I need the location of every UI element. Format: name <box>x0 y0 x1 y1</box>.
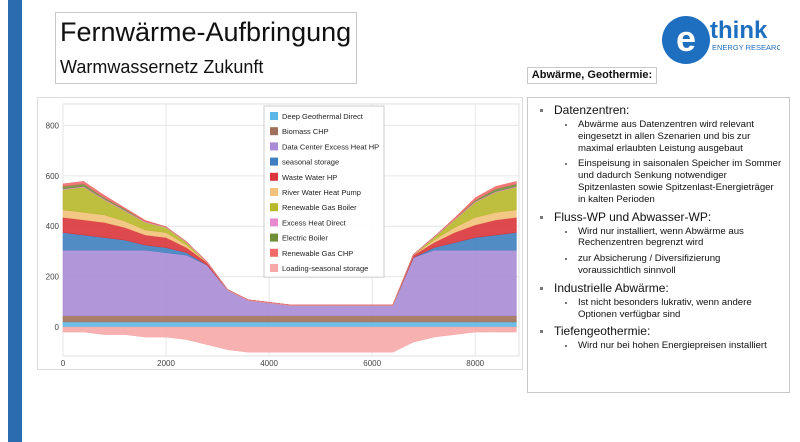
y-tick-label: 800 <box>46 121 60 130</box>
logo-tagline: ENERGY RESEARCH <box>712 43 780 52</box>
bullet-item: Wird nur bei hohen Energiepreisen instal… <box>565 340 783 352</box>
area <box>62 326 517 353</box>
legend-swatch <box>270 112 278 120</box>
legend-swatch <box>270 188 278 196</box>
section-title: Datenzentren: <box>540 103 783 117</box>
legend-label: Data Center Excess Heat HP <box>282 142 379 151</box>
legend-swatch <box>270 172 278 181</box>
x-tick-label: 6000 <box>363 359 381 368</box>
legend-swatch <box>270 157 278 166</box>
area <box>62 181 517 306</box>
x-tick-label: 0 <box>61 359 66 368</box>
legend-label: River Water Heat Pump <box>282 188 361 197</box>
legend-label: Biomass CHP <box>282 127 329 136</box>
bullet-item: Ist nicht besonders lukrativ, wenn ander… <box>565 297 783 321</box>
legend-label: Renewable Gas CHP <box>282 249 353 258</box>
y-tick-label: 0 <box>55 323 60 332</box>
legend-label: Loading-seasonal storage <box>282 264 368 273</box>
y-tick-label: 600 <box>46 172 60 181</box>
bullet-item: Abwärme aus Datenzentren wird relevant e… <box>565 119 783 154</box>
title-box: Fernwärme-Aufbringung Warmwassernetz Zuk… <box>55 12 357 84</box>
legend-label: Electric Boiler <box>282 234 328 243</box>
legend-swatch <box>270 218 278 227</box>
logo: e think ENERGY RESEARCH <box>662 16 780 64</box>
area <box>62 315 517 323</box>
x-tick-label: 2000 <box>157 359 175 368</box>
bullet-item: zur Absicherung / Diversifizierung vorau… <box>565 253 783 277</box>
x-tick-label: 4000 <box>260 359 278 368</box>
legend-label: Excess Heat Direct <box>282 218 347 227</box>
legend-swatch <box>270 248 278 257</box>
title: Fernwärme-Aufbringung <box>60 17 352 47</box>
panel-heading: Abwärme, Geothermie: <box>527 67 657 84</box>
bullet-item: Wird nur installiert, wenn Abwärme aus R… <box>565 226 783 250</box>
legend-swatch <box>270 142 278 151</box>
logo-letter: e <box>676 18 696 59</box>
x-tick-label: 8000 <box>466 359 484 368</box>
section-title: Fluss-WP und Abwasser-WP: <box>540 210 783 224</box>
legend-label: Waste Water HP <box>282 173 337 182</box>
legend-label: seasonal storage <box>282 158 339 167</box>
subtitle: Warmwassernetz Zukunft <box>60 57 264 77</box>
section-title: Industrielle Abwärme: <box>540 281 783 295</box>
section-title: Tiefengeothermie: <box>540 324 783 338</box>
legend-label: Renewable Gas Boiler <box>282 203 357 212</box>
accent-bar <box>8 0 22 442</box>
legend-swatch <box>270 127 278 136</box>
logo-circle <box>662 16 710 64</box>
area <box>62 321 517 328</box>
legend-swatch <box>270 233 278 242</box>
legend-swatch <box>270 203 278 212</box>
y-tick-label: 200 <box>46 273 60 282</box>
bullet-item: Einspeisung in saisonalen Speicher im So… <box>565 158 782 205</box>
legend-label: Deep Geothermal Direct <box>282 112 364 121</box>
legend-box <box>263 105 385 278</box>
text-panel: Datenzentren: Abwärme aus Datenzentren wi… <box>527 97 790 393</box>
y-tick-label: 400 <box>46 222 60 231</box>
legend-swatch <box>270 264 278 272</box>
logo-word: think <box>710 17 768 44</box>
